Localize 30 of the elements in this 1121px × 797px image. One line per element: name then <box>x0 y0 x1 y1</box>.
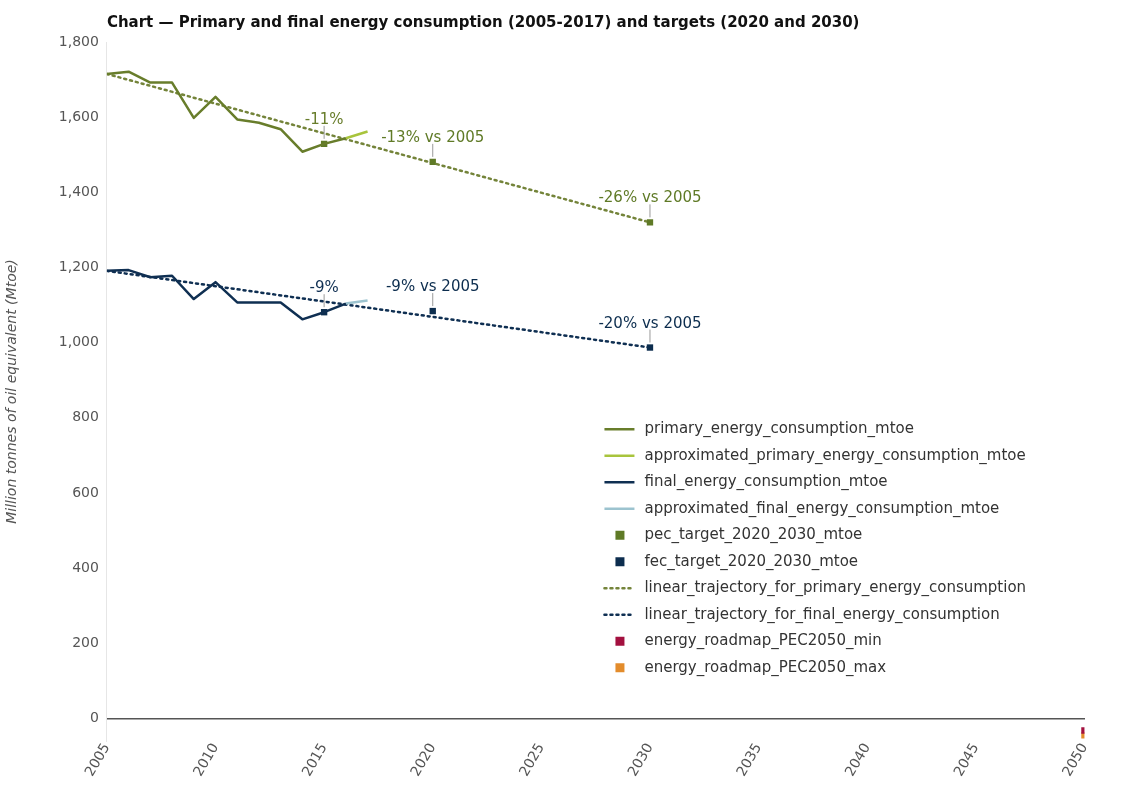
y-tick-label: 1,400 <box>58 182 99 199</box>
y-tick-label: 0 <box>89 709 99 726</box>
y-tick-label: 1,800 <box>58 32 99 49</box>
y-tick-label: 1,000 <box>58 333 99 350</box>
legend-label: energy_roadmap_PEC2050_min <box>644 631 882 651</box>
legend-label: linear_trajectory_for_final_energy_consumption <box>644 604 1000 624</box>
point <box>646 219 654 226</box>
annotation: -13% vs 2005 <box>381 127 485 146</box>
legend-label: primary_energy_consumption_mtoe <box>644 419 914 439</box>
point <box>646 344 654 351</box>
y-axis-title: Million tonnes of oil equivalent (Mtoe) <box>3 259 20 524</box>
legend-label: approximated_primary_energy_consumption_mtoe <box>644 445 1026 465</box>
y-tick-label: 1,600 <box>58 107 99 124</box>
legend-label: approximated_final_energy_consumption_mtoe <box>644 498 1000 518</box>
legend-label: linear_trajectory_for_primary_energy_consumption <box>644 578 1027 598</box>
legend-label: energy_roadmap_PEC2050_max <box>644 657 887 677</box>
y-tick-label: 200 <box>72 633 99 650</box>
annotation: -20% vs 2005 <box>598 313 702 332</box>
chart-title: Chart — Primary and final energy consumption (2005-2017) and targets (2020 and 2030) <box>106 13 860 32</box>
y-tick-label: 400 <box>72 558 99 575</box>
annotation: -9% vs 2005 <box>385 277 480 296</box>
annotation: -9% <box>309 278 339 297</box>
annotation: -26% vs 2005 <box>598 188 702 207</box>
legend-label: fec_target_2020_2030_mtoe <box>644 551 859 571</box>
legend-label: pec_target_2020_2030_mtoe <box>644 525 863 545</box>
y-tick-label: 600 <box>72 483 99 500</box>
y-tick-label: 1,200 <box>58 258 99 275</box>
y-tick-label: 800 <box>72 408 99 425</box>
annotation: -11% <box>304 109 344 128</box>
legend-label: final_energy_consumption_mtoe <box>644 472 888 492</box>
